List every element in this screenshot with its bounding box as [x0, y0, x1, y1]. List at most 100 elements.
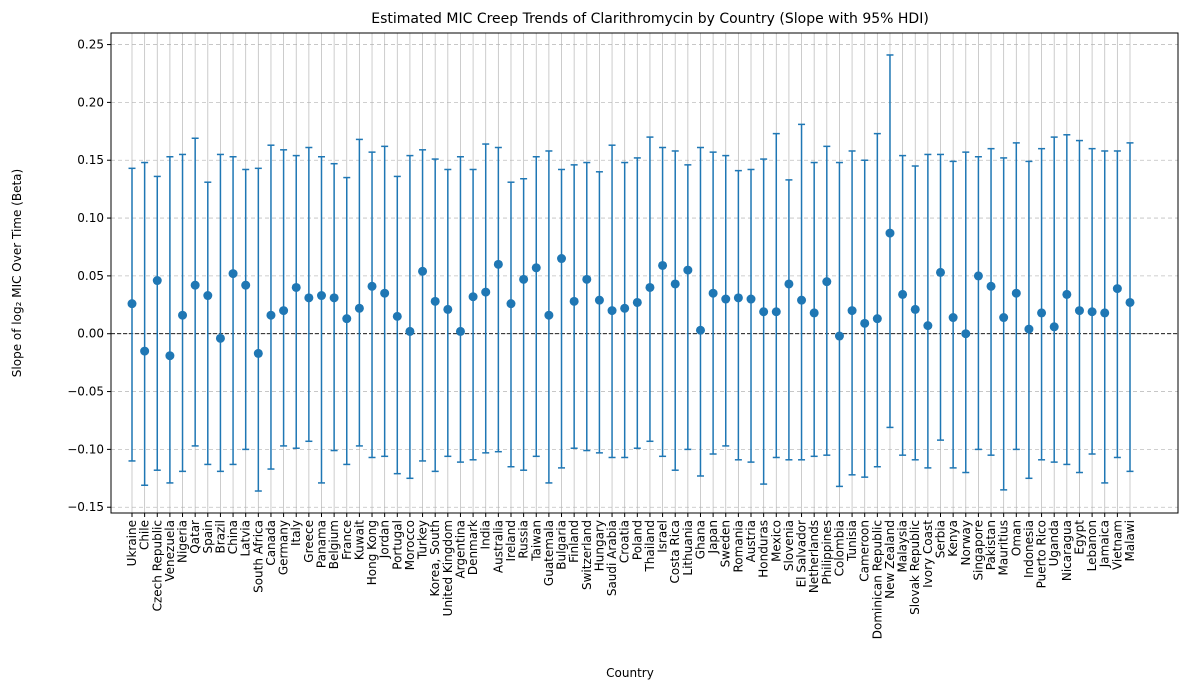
x-tick-label: Austria: [744, 520, 758, 562]
data-point: [948, 313, 958, 323]
x-tick-label: Bulgaria: [555, 520, 569, 570]
data-point: [620, 303, 630, 313]
data-point: [253, 348, 263, 358]
x-tick-label: Ukraine: [125, 520, 139, 566]
x-tick-label: India: [479, 520, 493, 549]
x-tick-label: Cameroon: [858, 520, 872, 582]
data-point: [203, 291, 213, 301]
x-tick-label: Kenya: [946, 520, 960, 557]
data-point: [961, 329, 971, 339]
data-point: [531, 263, 541, 273]
x-tick-label: United Kingdom: [441, 520, 455, 616]
data-point: [708, 288, 718, 298]
data-point: [670, 279, 680, 289]
data-point: [481, 287, 491, 297]
x-tick-label: Latvia: [239, 520, 253, 557]
data-point: [165, 351, 175, 361]
x-tick-label: Israel: [656, 520, 670, 553]
data-point: [683, 265, 693, 275]
x-tick-label: Brazil: [213, 520, 227, 554]
y-tick-label: −0.10: [67, 442, 104, 456]
x-tick-label: Italy: [289, 520, 303, 546]
y-tick-label: 0.00: [77, 327, 104, 341]
x-tick-label: Singapore: [971, 520, 985, 581]
data-point: [127, 299, 137, 309]
x-tick-label: Switzerland: [580, 520, 594, 590]
x-tick-label: Slovenia: [782, 520, 796, 571]
data-point: [746, 294, 756, 304]
data-point: [140, 346, 150, 356]
data-point: [241, 280, 251, 290]
data-point: [1125, 297, 1135, 307]
x-tick-label: Australia: [491, 520, 505, 573]
x-tick-label: South Africa: [251, 520, 265, 593]
plot-frame: [110, 32, 1179, 514]
x-tick-label: Ivory Coast: [921, 520, 935, 588]
data-point: [266, 310, 276, 320]
data-point: [1062, 289, 1072, 299]
data-point: [721, 294, 731, 304]
y-tick-label: −0.15: [67, 500, 104, 514]
data-point: [973, 271, 983, 281]
x-tick-label: Belgium: [327, 520, 341, 569]
data-point: [569, 296, 579, 306]
x-tick-label: Slovak Republic: [908, 520, 922, 615]
data-point: [797, 295, 807, 305]
x-tick-label: Romania: [731, 520, 745, 572]
data-point: [923, 321, 933, 331]
x-tick-label: Panama: [314, 520, 328, 568]
y-axis-title: Slope of log₂ MIC Over Time (Beta): [10, 169, 24, 377]
x-tick-label: Pakistan: [984, 520, 998, 570]
data-point: [771, 307, 781, 317]
x-tick-label: Jamaica: [1098, 520, 1112, 568]
points-layer: [127, 228, 1135, 361]
x-tick-label: Nigeria: [176, 520, 190, 563]
data-point: [822, 277, 832, 287]
x-tick-label: Finland: [567, 520, 581, 563]
data-point: [152, 276, 162, 286]
data-point: [468, 292, 478, 302]
x-tick-label: Guatemala: [542, 520, 556, 586]
x-tick-label: China: [226, 520, 240, 554]
y-tick-label: 0.15: [77, 153, 104, 167]
data-point: [316, 291, 326, 301]
x-tick-label: Turkey: [416, 520, 430, 560]
error-bars-layer: [128, 54, 1134, 492]
x-tick-label: Uganda: [1047, 520, 1061, 566]
x-tick-label: Philippines: [820, 520, 834, 585]
data-point: [1049, 322, 1059, 332]
y-tick-label: 0.20: [77, 95, 104, 109]
data-point: [936, 267, 946, 277]
data-point: [304, 293, 314, 303]
data-point: [354, 303, 364, 313]
data-point: [178, 310, 188, 320]
data-point: [443, 304, 453, 314]
data-point: [986, 281, 996, 291]
data-point: [784, 279, 794, 289]
data-point: [430, 296, 440, 306]
x-tick-label: Czech Republic: [150, 520, 164, 611]
y-tick-label: 0.05: [77, 269, 104, 283]
data-point: [860, 318, 870, 328]
y-axis-ticks: −0.15 −0.10 −0.05 0.00 0.05 0.10 0.15 0.20 0.25: [67, 38, 111, 514]
data-point: [405, 326, 415, 336]
x-tick-label: Egypt: [1072, 520, 1086, 555]
x-tick-label: Puerto Rico: [1035, 520, 1049, 588]
x-tick-label: Spain: [201, 520, 215, 554]
x-tick-label: Taiwan: [529, 520, 543, 562]
data-point: [506, 299, 516, 309]
data-point: [392, 311, 402, 321]
x-tick-label: Mexico: [769, 520, 783, 562]
data-point: [1024, 324, 1034, 334]
x-tick-label: Chile: [138, 520, 152, 550]
data-point: [733, 293, 743, 303]
x-tick-label: Morocco: [403, 520, 417, 570]
x-tick-label: Indonesia: [1022, 520, 1036, 578]
x-tick-label: Hong Kong: [365, 520, 379, 585]
data-point: [1011, 288, 1021, 298]
x-tick-label: Lithuania: [681, 520, 695, 576]
x-tick-label: New Zealand: [883, 520, 897, 599]
x-tick-label: Netherlands: [807, 520, 821, 593]
x-tick-label: Japan: [706, 520, 720, 554]
data-point: [455, 326, 465, 336]
